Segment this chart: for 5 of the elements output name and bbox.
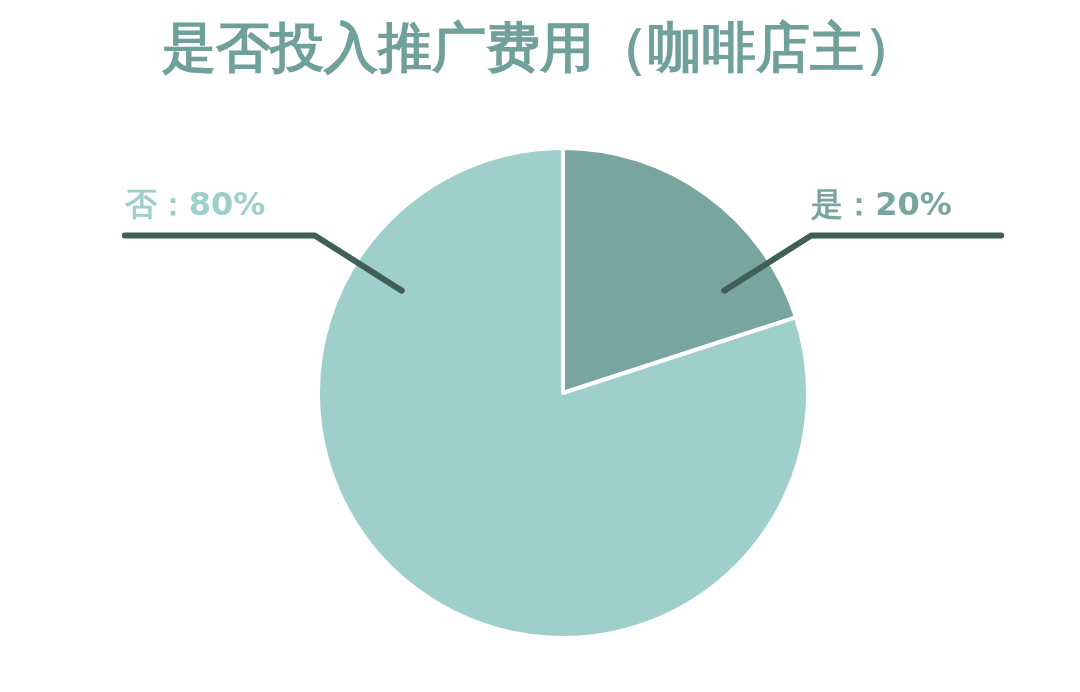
slice-label: 否 [123, 185, 158, 224]
slice-label: 是 [810, 185, 844, 224]
chart-title: 是否投入推广费用（咖啡店主） [161, 16, 918, 79]
data-label: ：80% [156, 185, 266, 224]
data-label: ：20% [843, 185, 952, 224]
